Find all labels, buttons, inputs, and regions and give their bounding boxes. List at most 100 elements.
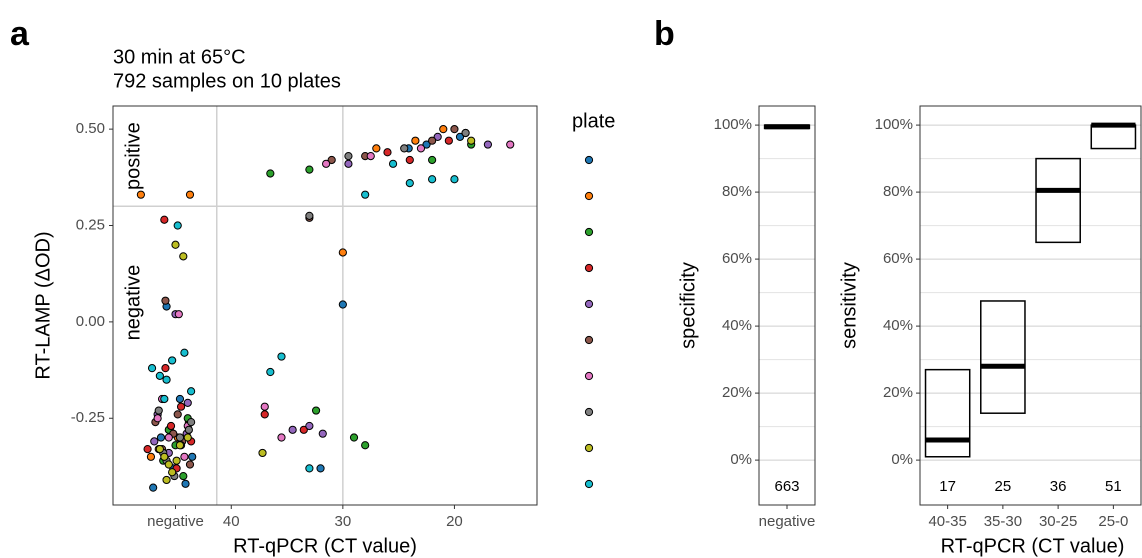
- plot-frame: [758, 105, 816, 506]
- point: [164, 460, 173, 469]
- box: [1090, 124, 1137, 150]
- point: [160, 215, 169, 224]
- point: [305, 165, 314, 174]
- legend-key: [584, 335, 594, 345]
- point: [258, 448, 267, 458]
- y-tick-label: -0.25: [71, 409, 105, 426]
- point: [388, 159, 398, 168]
- point: [166, 421, 176, 431]
- point: [344, 152, 353, 161]
- point: [175, 394, 185, 404]
- point: [405, 179, 414, 188]
- y-tick-label: 40%: [883, 317, 913, 334]
- point: [405, 155, 414, 165]
- plot-frame: [919, 105, 1142, 506]
- point: [161, 364, 170, 373]
- point: [428, 175, 437, 184]
- point: [179, 471, 188, 481]
- point: [174, 310, 183, 319]
- point: [305, 211, 314, 220]
- point: [143, 445, 152, 454]
- point: [168, 468, 177, 477]
- x-axis-label: RT-qPCR (CT value): [941, 535, 1125, 557]
- point: [467, 136, 476, 145]
- point: [361, 190, 370, 199]
- point: [185, 460, 195, 469]
- x-tick-label: 35-30: [984, 513, 1022, 530]
- count-label: 663: [774, 478, 799, 495]
- legend-key: [584, 299, 594, 309]
- x-tick-label: negative: [759, 513, 816, 530]
- legend-key: [584, 443, 594, 453]
- x-axis-label: RT-qPCR (CT value): [233, 535, 417, 557]
- chart-title: 30 min at 65°C: [113, 46, 246, 68]
- point: [366, 152, 375, 161]
- legend-key: [584, 407, 594, 417]
- point: [168, 356, 177, 365]
- y-tick-label: 40%: [722, 317, 752, 334]
- point: [383, 148, 392, 157]
- point: [179, 252, 188, 261]
- point: [305, 421, 314, 431]
- point: [185, 190, 195, 199]
- point: [316, 464, 325, 473]
- point: [416, 144, 426, 153]
- point: [147, 364, 157, 373]
- point: [349, 433, 359, 442]
- legend-title: plate: [572, 110, 615, 132]
- count-label: 17: [939, 478, 956, 495]
- y-tick-label: 80%: [722, 183, 752, 200]
- point: [506, 140, 515, 149]
- point: [428, 155, 437, 165]
- point: [184, 425, 193, 434]
- count-label: 51: [1105, 478, 1122, 495]
- point: [455, 132, 465, 141]
- point: [187, 387, 196, 396]
- point: [260, 410, 269, 419]
- point: [428, 136, 437, 145]
- point: [173, 221, 182, 230]
- y-tick-label: 60%: [883, 250, 913, 267]
- point: [299, 425, 308, 434]
- point: [422, 140, 431, 149]
- point: [483, 140, 493, 149]
- point: [180, 348, 189, 357]
- point: [154, 406, 163, 415]
- legend-key: [584, 227, 594, 237]
- point: [153, 414, 162, 423]
- point: [400, 144, 409, 153]
- point: [433, 132, 442, 141]
- point: [439, 125, 448, 134]
- point: [173, 410, 182, 419]
- point: [136, 190, 145, 199]
- point: [176, 402, 186, 411]
- point: [175, 441, 185, 450]
- y-tick-label: 0%: [891, 451, 913, 468]
- count-label: 36: [1050, 478, 1067, 495]
- point: [411, 136, 420, 145]
- box: [980, 300, 1026, 414]
- point: [311, 406, 321, 415]
- point: [327, 155, 336, 165]
- y-tick-label: 20%: [883, 384, 913, 401]
- y-axis-label: RT-LAMP (ΔOD): [32, 231, 54, 379]
- y-tick-label: 60%: [722, 250, 752, 267]
- point: [183, 433, 192, 442]
- y-tick-label: 20%: [722, 384, 752, 401]
- point: [344, 159, 353, 168]
- y-tick-label: 0.25: [76, 216, 105, 233]
- x-tick-label: 25-0: [1098, 513, 1128, 530]
- point: [318, 429, 327, 438]
- point: [160, 394, 169, 404]
- y-tick-label: 0.00: [76, 313, 105, 330]
- point: [161, 296, 170, 305]
- x-tick-label: 30-25: [1039, 513, 1077, 530]
- point: [162, 375, 171, 384]
- legend-key: [584, 191, 594, 201]
- point: [180, 452, 189, 461]
- y-tick-label: 0%: [730, 451, 752, 468]
- point: [450, 125, 459, 134]
- point: [450, 175, 459, 184]
- point: [150, 437, 159, 446]
